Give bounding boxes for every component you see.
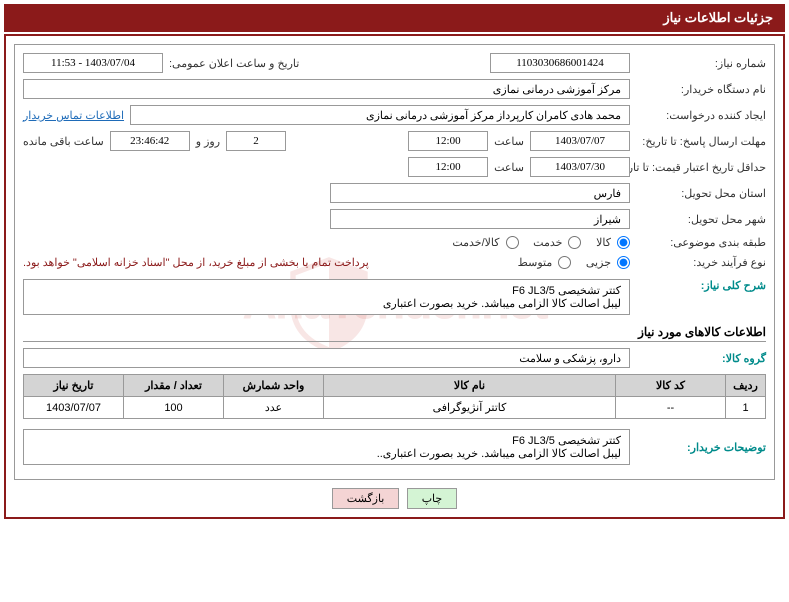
goods-table: ردیف کد کالا نام کالا واحد شمارش تعداد /… [23,374,766,419]
back-button[interactable]: بازگشت [332,488,400,509]
category-radio-group: کالا خدمت کالا/خدمت [452,235,630,249]
group-label: گروه کالا: [636,352,766,365]
buyer-notes-line2: لیبل اصالت کالا الزامی میباشد. خرید بصور… [32,447,621,460]
need-number-label: شماره نیاز: [636,57,766,70]
general-desc-line1: کتتر تشخیصی F6 JL3/5 [32,284,621,297]
print-button[interactable]: چاپ [407,488,458,509]
radio-goods-label: کالا [596,236,611,249]
th-row: ردیف [726,375,766,397]
form-box: شماره نیاز: 1103030686001424 تاریخ و ساع… [14,44,775,480]
radio-service-label: خدمت [533,236,562,249]
days-label: روز و [196,135,220,148]
general-desc-label: شرح کلی نیاز: [636,279,766,292]
buyer-org-label: نام دستگاه خریدار: [636,83,766,96]
radio-medium[interactable] [558,256,571,269]
cell-idx: 1 [726,397,766,419]
general-desc-line2: لیبل اصالت کالا الزامی میباشد. خرید بصور… [32,297,621,310]
cell-date: 1403/07/07 [24,397,124,419]
process-radio-group: جزیی متوسط [518,255,630,269]
time-label-1: ساعت [494,135,524,148]
group-field: دارو، پزشکی و سلامت [23,348,630,368]
th-code: کد کالا [616,375,726,397]
process-type-label: نوع فرآیند خرید: [636,256,766,269]
button-row: چاپ بازگشت [14,488,775,509]
price-validity-time-field: 12:00 [408,157,488,177]
cell-code: -- [616,397,726,419]
need-number-field: 1103030686001424 [490,53,630,73]
table-row: 1 -- کاتتر آنژیوگرافی عدد 100 1403/07/07 [24,397,766,419]
delivery-city-label: شهر محل تحویل: [636,213,766,226]
buyer-notes-box: کتتر تشخیصی F6 JL3/5 لیبل اصالت کالا الز… [23,429,630,465]
buyer-org-field: مرکز آموزشی درمانی نمازی [23,79,630,99]
radio-service[interactable] [568,236,581,249]
category-label: طبقه بندی موضوعی: [636,236,766,249]
delivery-province-label: استان محل تحویل: [636,187,766,200]
th-date: تاریخ نیاز [24,375,124,397]
remaining-label: ساعت باقی مانده [23,135,104,148]
buyer-notes-label: توضیحات خریدار: [636,441,766,454]
time-label-2: ساعت [494,161,524,174]
page-header: جزئیات اطلاعات نیاز [4,4,785,32]
buyer-notes-line1: کتتر تشخیصی F6 JL3/5 [32,434,621,447]
section-title-goods: اطلاعات کالاهای مورد نیاز [23,325,766,342]
cell-unit: عدد [224,397,324,419]
radio-goods[interactable] [617,236,630,249]
delivery-city-field: شیراز [330,209,630,229]
cell-name: کاتتر آنژیوگرافی [324,397,616,419]
reply-deadline-label: مهلت ارسال پاسخ: تا تاریخ: [636,135,766,148]
price-validity-date-field: 1403/07/30 [530,157,630,177]
th-unit: واحد شمارش [224,375,324,397]
cell-qty: 100 [124,397,224,419]
requester-label: ایجاد کننده درخواست: [636,109,766,122]
countdown-field: 23:46:42 [110,131,190,151]
radio-both[interactable] [506,236,519,249]
contact-buyer-link[interactable]: اطلاعات تماس خریدار [23,109,124,122]
price-validity-label: حداقل تاریخ اعتبار قیمت: تا تاریخ: [636,161,766,174]
payment-note: پرداخت تمام یا بخشی از مبلغ خرید، از محل… [23,256,369,269]
th-name: نام کالا [324,375,616,397]
radio-both-label: کالا/خدمت [452,236,499,249]
requester-field: محمد هادی کامران کارپرداز مرکز آموزشی در… [130,105,630,125]
reply-time-field: 12:00 [408,131,488,151]
announce-date-label: تاریخ و ساعت اعلان عمومی: [169,57,299,70]
announce-date-field: 1403/07/04 - 11:53 [23,53,163,73]
radio-medium-label: متوسط [518,256,553,269]
radio-minor[interactable] [617,256,630,269]
th-qty: تعداد / مقدار [124,375,224,397]
content-frame: شماره نیاز: 1103030686001424 تاریخ و ساع… [4,34,785,519]
general-desc-box: کتتر تشخیصی F6 JL3/5 لیبل اصالت کالا الز… [23,279,630,315]
delivery-province-field: فارس [330,183,630,203]
days-count-field: 2 [226,131,286,151]
reply-date-field: 1403/07/07 [530,131,630,151]
radio-minor-label: جزیی [586,256,611,269]
